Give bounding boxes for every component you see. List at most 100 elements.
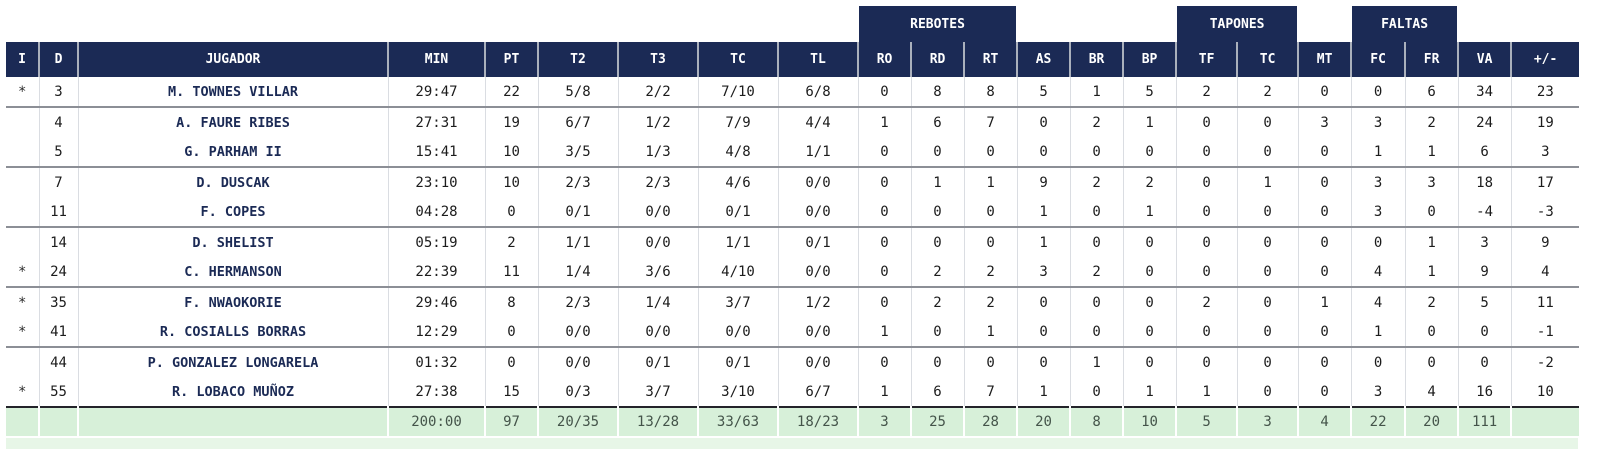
totals-row: 200:00 97 20/35 13/28 33/63 18/23 3 25 2… — [6, 406, 1580, 438]
cell-fr: 0 — [1405, 317, 1459, 348]
cell-tc-against: 0 — [1237, 197, 1299, 228]
group-header-rebotes: REBOTES — [857, 6, 1019, 42]
cell-plusminus: 4 — [1511, 257, 1580, 288]
col-header-tc: TC — [698, 42, 779, 77]
col-header-tf: TF — [1176, 42, 1239, 77]
cell-bp: 10 — [1123, 406, 1178, 438]
cell-tc: 3/7 — [698, 287, 779, 317]
cell-dorsal: 24 — [39, 257, 79, 288]
cell-mt: 0 — [1298, 257, 1352, 288]
cell-t2: 0/0 — [538, 347, 619, 377]
cell-t2: 0/1 — [538, 197, 619, 228]
group-header-tapones: TAPONES — [1175, 6, 1300, 42]
cell-br: 1 — [1070, 77, 1124, 108]
cell-va: 0 — [1458, 347, 1512, 377]
cell-rt: 1 — [964, 167, 1018, 197]
cell-plusminus: 10 — [1511, 377, 1580, 407]
col-header-fc: FC — [1351, 42, 1407, 77]
cell-tc-against: 0 — [1237, 317, 1299, 348]
cell-rd: 0 — [911, 317, 965, 348]
cell-mt: 0 — [1298, 347, 1352, 377]
cell-pt: 0 — [485, 317, 539, 348]
player-row: 7 D. DUSCAK 23:10 10 2/3 2/3 4/6 0/0 0 1… — [6, 167, 1580, 197]
cell-player: C. HERMANSON — [78, 257, 389, 288]
col-header-rt: RT — [964, 42, 1019, 77]
cell-rt: 8 — [964, 77, 1018, 108]
cell-tc-against: 0 — [1237, 287, 1299, 317]
cell-mt: 0 — [1298, 197, 1352, 228]
cell-starter — [6, 347, 40, 377]
cell-br: 1 — [1070, 347, 1124, 377]
cell-mt: 0 — [1298, 227, 1352, 257]
player-row: 14 D. SHELIST 05:19 2 1/1 0/0 1/1 0/1 0 … — [6, 227, 1580, 257]
cell-tc: 7/10 — [698, 77, 779, 108]
cell-tf: 0 — [1176, 137, 1238, 168]
cell-t3: 0/0 — [618, 317, 699, 348]
cell-bp: 0 — [1123, 317, 1177, 348]
cell-t2: 2/3 — [538, 287, 619, 317]
cell-dorsal: 7 — [39, 167, 79, 197]
cell-dorsal: 55 — [39, 377, 79, 407]
cell-fr: 3 — [1405, 167, 1459, 197]
cell-plusminus: 11 — [1511, 287, 1580, 317]
cell-va: 111 — [1458, 406, 1513, 438]
cell-tf: 0 — [1176, 317, 1238, 348]
cell-t3: 13/28 — [618, 406, 699, 438]
cell-tl: 0/0 — [778, 317, 859, 348]
cell-rt: 7 — [964, 377, 1018, 407]
cell-starter — [6, 406, 40, 438]
col-header-pt: PT — [485, 42, 539, 77]
col-header-min: MIN — [388, 42, 486, 77]
cell-dorsal: 11 — [39, 197, 79, 228]
cell-plusminus: -1 — [1511, 317, 1580, 348]
cell-tc: 4/10 — [698, 257, 779, 288]
cell-va: 5 — [1458, 287, 1512, 317]
cell-tf: 1 — [1176, 377, 1238, 407]
cell-as: 5 — [1017, 77, 1071, 108]
player-row: 4 A. FAURE RIBES 27:31 19 6/7 1/2 7/9 4/… — [6, 107, 1580, 137]
cell-ro: 0 — [858, 287, 912, 317]
cell-t3: 1/2 — [618, 107, 699, 137]
cell-as: 3 — [1017, 257, 1071, 288]
cell-rd: 0 — [911, 197, 965, 228]
cell-tl: 0/0 — [778, 257, 859, 288]
cell-plusminus: 3 — [1511, 137, 1580, 168]
cell-dorsal: 14 — [39, 227, 79, 257]
cell-t2: 1/1 — [538, 227, 619, 257]
cell-fr: 1 — [1405, 137, 1459, 168]
cell-player — [78, 406, 389, 438]
cell-plusminus: -3 — [1511, 197, 1580, 228]
cell-ro: 0 — [858, 137, 912, 168]
cell-tl: 0/0 — [778, 347, 859, 377]
cell-min: 23:10 — [388, 167, 486, 197]
cell-plusminus: -2 — [1511, 347, 1580, 377]
cell-tl: 0/1 — [778, 227, 859, 257]
cell-rd: 0 — [911, 137, 965, 168]
cell-tl: 18/23 — [778, 406, 860, 438]
cell-t3: 1/4 — [618, 287, 699, 317]
cell-min: 27:38 — [388, 377, 486, 407]
cell-br: 0 — [1070, 317, 1124, 348]
cell-fr: 1 — [1405, 227, 1459, 257]
cell-rd: 1 — [911, 167, 965, 197]
cell-player: P. GONZALEZ LONGARELA — [78, 347, 389, 377]
player-row: 5 G. PARHAM II 15:41 10 3/5 1/3 4/8 1/1 … — [6, 137, 1580, 168]
group-header-row: REBOTES TAPONES FALTAS — [6, 6, 1579, 42]
cell-va: 18 — [1458, 167, 1512, 197]
player-row: * 24 C. HERMANSON 22:39 11 1/4 3/6 4/10 … — [6, 257, 1580, 288]
cell-tl: 1/2 — [778, 287, 859, 317]
cell-t2: 0/0 — [538, 317, 619, 348]
box-score-panel: REBOTES TAPONES FALTAS I D JUGADOR MIN P… — [6, 6, 1586, 450]
cell-starter: * — [6, 377, 40, 407]
cell-fc: 1 — [1351, 317, 1406, 348]
player-row: 11 F. COPES 04:28 0 0/1 0/0 0/1 0/0 0 0 … — [6, 197, 1580, 228]
cell-as: 0 — [1017, 347, 1071, 377]
cell-t3: 2/2 — [618, 77, 699, 108]
cell-min: 15:41 — [388, 137, 486, 168]
cell-pt: 0 — [485, 197, 539, 228]
cell-br: 2 — [1070, 107, 1124, 137]
cell-player: R. COSIALLS BORRAS — [78, 317, 389, 348]
col-header-t2: T2 — [538, 42, 619, 77]
col-header-tc-against: TC — [1237, 42, 1300, 77]
group-spacer — [1298, 6, 1351, 42]
